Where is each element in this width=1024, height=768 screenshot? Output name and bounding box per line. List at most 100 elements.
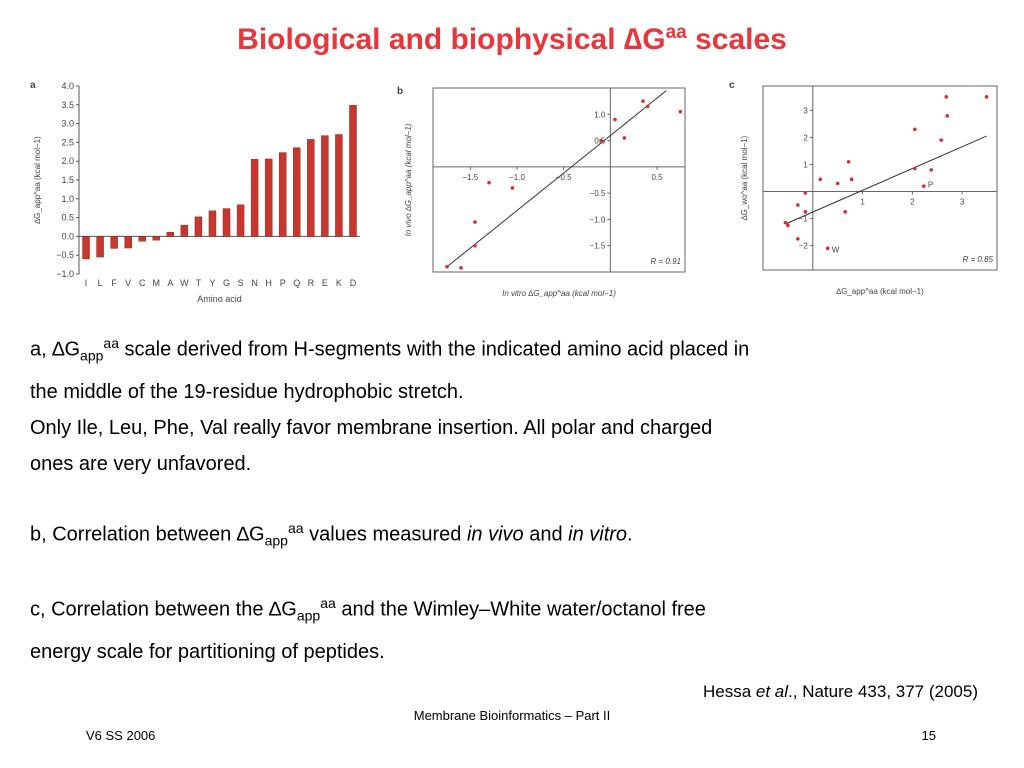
data-point — [641, 99, 645, 103]
panel-label-b: b — [397, 86, 403, 97]
bar-E — [321, 135, 329, 237]
x-tick-label: Y — [209, 278, 215, 288]
data-point — [825, 246, 830, 251]
bar-P — [279, 152, 287, 237]
data-point — [487, 180, 491, 185]
data-point — [803, 191, 808, 195]
figure-panel-c: c 1 2 3 3 2 1 −1 −2 P W R = 0.85 ∆G_app^aa (kcal mo… — [725, 76, 1015, 321]
x-tick-label: W — [180, 278, 189, 288]
data-point — [913, 127, 917, 132]
y-tick-label: 3 — [803, 106, 808, 115]
correlation-annotation: R = 0.85 — [963, 255, 994, 264]
x-tick-label: I — [85, 278, 88, 288]
y-tick-label: 2 — [803, 133, 808, 142]
data-point — [984, 95, 989, 99]
citation: Hessa et al., Nature 433, 377 (2005) — [702, 682, 978, 701]
data-point — [945, 113, 950, 118]
data-point — [786, 223, 790, 228]
y-tick-label: 1 — [803, 160, 808, 169]
data-point — [929, 168, 934, 172]
data-point — [818, 177, 823, 182]
data-point — [622, 136, 627, 140]
data-point — [835, 181, 840, 186]
y-tick-label: −1.0 — [56, 269, 74, 279]
bar-M — [152, 236, 160, 241]
x-tick-label: 1 — [860, 198, 865, 207]
point-label-P: P — [928, 180, 933, 189]
x-tick-label: Q — [293, 278, 300, 288]
x-tick-label: −1.0 — [509, 173, 525, 182]
x-tick-label: N — [251, 278, 258, 288]
x-tick-label: R — [308, 278, 315, 288]
y-tick-label: 3.5 — [61, 100, 74, 110]
paragraph-a-line2: the middle of the 19-residue hydrophobic… — [30, 380, 464, 403]
y-tick-label: −2 — [799, 242, 809, 251]
y-tick-label: −1.0 — [590, 215, 606, 224]
bar-chart-a: a 4.0 3.5 3.0 2.5 2.0 1.5 1.0 0.5 0.0 −0.5 −1.0 I L F… — [30, 80, 360, 304]
data-point — [678, 109, 683, 114]
x-tick-label: G — [223, 278, 230, 288]
paragraph-c-line1: c, Correlation between the ∆Gappaa and t… — [30, 595, 706, 624]
footer-course-title: Membrane Bioinformatics – Part II — [413, 708, 611, 723]
x-tick-label: C — [139, 278, 146, 288]
y-tick-label: 1.0 — [594, 110, 606, 119]
data-point — [613, 117, 617, 122]
x-tick-label: M — [153, 278, 161, 288]
bar-N — [250, 159, 259, 237]
x-tick-label: E — [322, 278, 328, 288]
x-tick-label: F — [111, 278, 117, 288]
x-tick-label: V — [125, 278, 131, 288]
bar-D — [349, 104, 357, 237]
regression-line — [785, 135, 987, 225]
y-tick-label: 4.0 — [61, 81, 74, 91]
data-point — [922, 184, 926, 188]
x-tick-label: −1.5 — [462, 173, 478, 182]
bar-C — [138, 236, 146, 242]
data-point — [944, 95, 949, 99]
x-tick-label: T — [196, 278, 202, 288]
paragraph-c: c, Correlation between the ∆Gappaa and t… — [30, 585, 706, 670]
bar-Q — [293, 147, 301, 237]
bar-H — [264, 158, 273, 237]
bar-S — [236, 204, 245, 237]
bar-I — [82, 236, 90, 260]
paragraph-a: a, ∆Gappaa scale derived from H-segments… — [30, 325, 749, 482]
correlation-annotation: R = 0.91 — [651, 257, 681, 266]
data-point — [445, 264, 449, 269]
slide-title: Biological and biophysical ∆Gaa scales — [237, 22, 787, 56]
x-tick-label: S — [238, 278, 244, 288]
data-point — [843, 210, 847, 214]
paragraph-c-line2: energy scale for partitioning of peptide… — [30, 640, 385, 663]
data-point — [783, 220, 788, 225]
y-tick-label: −1 — [799, 215, 809, 224]
bar-L — [96, 236, 104, 258]
data-point — [803, 210, 808, 214]
x-axis-label: In vitro ∆G_app^aa (kcal mol−1) — [502, 289, 616, 298]
x-tick-label: L — [98, 278, 103, 288]
y-tick-label: 0.0 — [61, 231, 74, 241]
y-tick-label: −0.5 — [56, 250, 74, 260]
x-tick-label: −0.5 — [556, 173, 572, 182]
figure-panel-b: b −1.5−1.0−0.50.51.00.5−0.5−1.0−1.5R = 0… — [393, 76, 703, 321]
data-point — [510, 186, 515, 190]
y-tick-label: −1.5 — [590, 242, 606, 251]
y-tick-label: 2.5 — [61, 137, 74, 147]
paragraph-b: b, Correlation between ∆Gappaa values me… — [30, 520, 633, 549]
point-label-W: W — [832, 245, 840, 254]
footer-page-number: 15 — [921, 728, 936, 743]
footer-semester: V6 SS 2006 — [86, 728, 156, 743]
data-point — [796, 237, 800, 241]
x-axis-label: ∆G_app^aa (kcal mol−1) — [836, 287, 924, 296]
paragraph-a-line3: Only Ile, Leu, Phe, Val really favor mem… — [30, 416, 713, 439]
plot-frame — [432, 87, 686, 273]
data-point — [645, 104, 650, 109]
y-axis-label: ∆G_wo^aa (kcal mol−1) — [740, 135, 749, 220]
data-point — [913, 166, 917, 171]
bar-K — [335, 134, 343, 237]
x-tick-label: 3 — [960, 198, 965, 207]
regression-line — [446, 90, 667, 268]
figure-panel-a: a 4.0 3.5 3.0 2.5 2.0 1.5 1.0 0.5 0.0 −0.5 −1.0 I L F… — [22, 76, 372, 321]
x-tick-label: H — [265, 278, 272, 288]
y-axis-label: ∆G_app^aa (kcal mol−1) — [33, 136, 42, 224]
bar-V — [124, 236, 132, 249]
